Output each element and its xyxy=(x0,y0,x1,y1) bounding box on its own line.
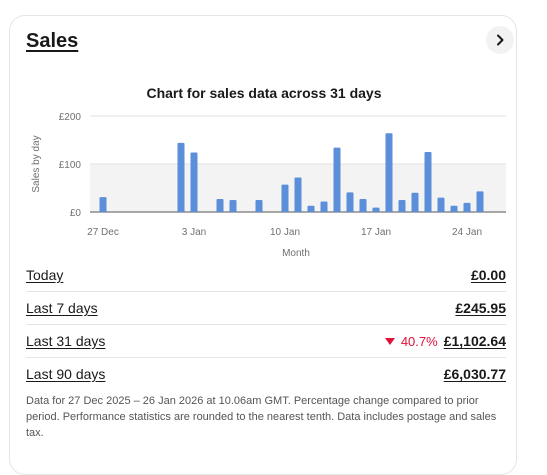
x-tick-label: 3 Jan xyxy=(182,227,206,238)
x-tick-label: 27 Dec xyxy=(87,227,119,238)
stat-label-31-days[interactable]: Last 31 days xyxy=(26,333,106,349)
y-tick-label: £100 xyxy=(59,160,82,171)
chart-bar xyxy=(294,177,302,212)
stat-row-90-days[interactable]: Last 90 days £6,030.77 xyxy=(26,358,506,390)
x-tick-label: 24 Jan xyxy=(452,227,482,238)
stat-label-today[interactable]: Today xyxy=(26,267,64,283)
chevron-right-icon xyxy=(497,34,504,46)
x-tick-label: 10 Jan xyxy=(270,227,300,238)
data-note: Data for 27 Dec 2025 – 26 Jan 2026 at 10… xyxy=(26,395,497,439)
chart-bar xyxy=(359,199,367,212)
divider xyxy=(26,324,506,325)
chart-bar xyxy=(229,200,237,212)
chart-bar xyxy=(437,197,445,212)
y-tick-label: £200 xyxy=(59,112,82,123)
chart-title: Chart for sales data across 31 days xyxy=(146,85,381,101)
chart-bar xyxy=(346,192,354,212)
chart-bar xyxy=(424,152,432,212)
chart-bar xyxy=(385,133,393,212)
chart-bar xyxy=(281,184,289,212)
chart-bar xyxy=(190,152,198,212)
stat-row-today[interactable]: Today £0.00 xyxy=(26,259,506,291)
y-tick-label: £0 xyxy=(70,208,82,219)
chart-bar xyxy=(255,200,263,212)
sales-chart: Chart for sales data across 31 days £200 £… xyxy=(10,16,518,266)
chart-bar xyxy=(333,147,341,212)
chart-bar xyxy=(398,200,406,212)
open-sales-button[interactable] xyxy=(486,26,514,54)
chart-bar xyxy=(320,201,328,212)
percent-change-value: 40.7% xyxy=(400,333,438,349)
chart-bar xyxy=(307,205,315,212)
chart-bar xyxy=(99,197,107,212)
down-arrow-icon xyxy=(384,337,395,345)
y-axis-label: Sales by day xyxy=(31,135,42,192)
stat-value-90-days: £6,030.77 xyxy=(443,366,506,382)
chart-bar xyxy=(216,199,224,212)
card-title[interactable]: Sales xyxy=(26,30,79,52)
stat-value-31-days: £1,102.64 xyxy=(443,333,506,349)
stat-label-7-days[interactable]: Last 7 days xyxy=(26,300,98,316)
chart-bar xyxy=(372,207,380,212)
divider xyxy=(26,357,506,358)
sales-card: Sales Chart for sales data across 31 day… xyxy=(9,15,517,475)
chart-bar xyxy=(463,202,471,212)
stat-row-7-days[interactable]: Last 7 days £245.95 xyxy=(26,292,506,324)
stat-value-today: £0.00 xyxy=(470,267,506,283)
chart-bar xyxy=(476,191,484,212)
x-axis-label: Month xyxy=(282,248,310,259)
x-tick-label: 17 Jan xyxy=(361,227,391,238)
chart-bar xyxy=(411,192,419,212)
stat-value-7-days: £245.95 xyxy=(455,300,506,316)
divider xyxy=(26,291,506,292)
stat-value-group: 40.7% £1,102.64 xyxy=(384,333,506,349)
percent-change: 40.7% xyxy=(384,333,438,349)
stat-row-31-days[interactable]: Last 31 days 40.7% £1,102.64 xyxy=(26,325,506,357)
chart-bar xyxy=(450,205,458,212)
stat-label-90-days[interactable]: Last 90 days xyxy=(26,366,106,382)
sales-chart-svg: Chart for sales data across 31 days £200 £… xyxy=(31,85,506,259)
chart-bar xyxy=(177,142,185,212)
